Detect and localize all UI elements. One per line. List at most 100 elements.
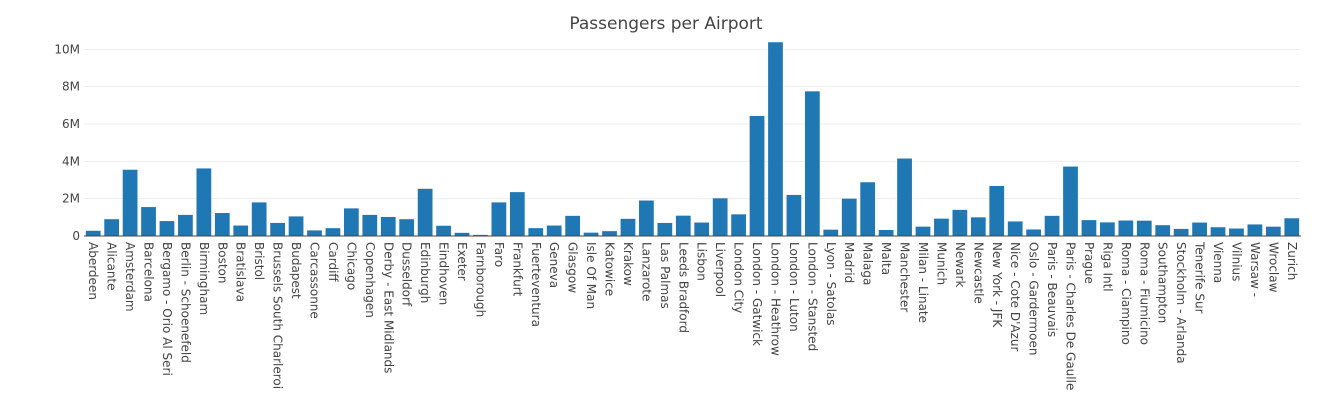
bar[interactable]	[804, 91, 820, 236]
bar[interactable]	[1210, 227, 1226, 236]
x-tick-label: Zurich	[1285, 242, 1299, 280]
x-tick-label: Munich	[934, 242, 948, 285]
x-tick-label: Stockholm - Arlanda	[1174, 242, 1188, 364]
y-tick-label: 10M	[54, 42, 80, 56]
bar[interactable]	[1136, 220, 1152, 236]
bar[interactable]	[85, 230, 101, 236]
bar[interactable]	[878, 230, 894, 236]
x-tick-label: Faro	[492, 242, 506, 267]
x-tick-label: Las Palmas	[658, 242, 672, 309]
bar[interactable]	[1265, 226, 1281, 236]
bar[interactable]	[1192, 222, 1207, 236]
bar[interactable]	[1100, 222, 1115, 236]
bar[interactable]	[841, 198, 857, 236]
bar[interactable]	[897, 158, 912, 236]
bar[interactable]	[1229, 228, 1244, 236]
bar[interactable]	[1247, 224, 1263, 236]
bar[interactable]	[509, 192, 525, 236]
bar[interactable]	[1063, 166, 1078, 236]
bar[interactable]	[639, 200, 654, 236]
bar[interactable]	[565, 215, 581, 236]
bar[interactable]	[602, 231, 617, 236]
bar[interactable]	[546, 225, 562, 236]
x-tick-label: Prague	[1082, 242, 1096, 284]
bar[interactable]	[159, 221, 175, 236]
bar[interactable]	[270, 222, 285, 236]
chart-title: Passengers per Airport	[569, 14, 763, 34]
bar[interactable]	[343, 208, 359, 236]
bar[interactable]	[104, 219, 120, 236]
bar[interactable]	[1155, 225, 1171, 236]
bar[interactable]	[860, 182, 876, 236]
x-tick-label: Manchester	[898, 242, 912, 312]
bar[interactable]	[915, 226, 931, 236]
bar[interactable]	[196, 168, 212, 236]
bar[interactable]	[122, 169, 138, 236]
x-tick-label: New York - JFK	[990, 242, 1004, 328]
bar[interactable]	[362, 214, 378, 236]
x-tick-label: London City	[732, 242, 746, 313]
x-tick-label: Fuerteventura	[529, 242, 543, 327]
bar[interactable]	[1026, 229, 1042, 236]
bar[interactable]	[528, 228, 544, 236]
bar[interactable]	[1173, 228, 1189, 236]
bar[interactable]	[307, 230, 322, 236]
bar[interactable]	[417, 188, 433, 236]
bar[interactable]	[823, 229, 839, 236]
x-tick-label: Nice - Cote D'Azur	[1008, 242, 1022, 352]
bar[interactable]	[436, 225, 451, 236]
bar[interactable]	[380, 216, 396, 236]
x-tick-label: London - Luton	[787, 242, 801, 332]
x-tick-label: Krakow	[621, 242, 635, 286]
bar[interactable]	[214, 213, 230, 236]
bar[interactable]	[934, 218, 949, 236]
y-tick-label: 6M	[62, 117, 80, 131]
bar[interactable]	[989, 185, 1005, 236]
bar[interactable]	[731, 214, 746, 236]
bar[interactable]	[1081, 220, 1097, 236]
bar[interactable]	[675, 215, 691, 236]
bar[interactable]	[1118, 220, 1134, 236]
x-tick-label: Carcassonne	[307, 242, 321, 319]
bar[interactable]	[749, 115, 765, 236]
x-tick-label: Leeds Bradford	[676, 242, 690, 333]
x-tick-label: Bristol	[252, 242, 266, 280]
bar[interactable]	[491, 202, 507, 236]
bar[interactable]	[1007, 221, 1023, 236]
x-tick-label: Boston	[215, 242, 229, 283]
bar[interactable]	[454, 232, 470, 236]
x-tick-label: Aberdeen	[86, 242, 100, 300]
bar[interactable]	[694, 222, 710, 236]
bar[interactable]	[620, 218, 636, 236]
x-tick-label: Southampton	[1156, 242, 1170, 323]
bar[interactable]	[712, 198, 728, 236]
bar[interactable]	[583, 232, 599, 236]
x-tick-label: London - Gatwick	[750, 242, 764, 346]
bar[interactable]	[288, 216, 304, 236]
bar[interactable]	[952, 209, 968, 236]
bar[interactable]	[657, 222, 673, 236]
bar[interactable]	[970, 217, 986, 236]
bar[interactable]	[399, 219, 415, 236]
x-tick-label: Birmingham	[197, 242, 211, 315]
bar[interactable]	[768, 42, 783, 236]
bar[interactable]	[251, 202, 267, 236]
bar[interactable]	[1284, 218, 1300, 236]
bar[interactable]	[178, 214, 193, 236]
x-tick-label: Isle Of Man	[584, 242, 598, 309]
bar[interactable]	[141, 207, 156, 236]
x-tick-label: Roma - Ciampino	[1119, 242, 1133, 345]
bar[interactable]	[325, 228, 341, 236]
x-tick-label: Cardiff	[326, 242, 340, 282]
bar[interactable]	[1044, 215, 1060, 236]
x-tick-label: Malta	[879, 242, 893, 275]
x-tick-label: London - Stansted	[805, 242, 819, 351]
x-tick-label: Lisbon	[695, 242, 709, 281]
bar[interactable]	[233, 225, 249, 236]
x-tick-label: Riga Intl	[1100, 242, 1114, 292]
bar[interactable]	[473, 234, 488, 236]
x-tick-label: Tenerife Sur	[1193, 241, 1207, 314]
bars	[85, 42, 1300, 236]
bar[interactable]	[786, 194, 802, 236]
